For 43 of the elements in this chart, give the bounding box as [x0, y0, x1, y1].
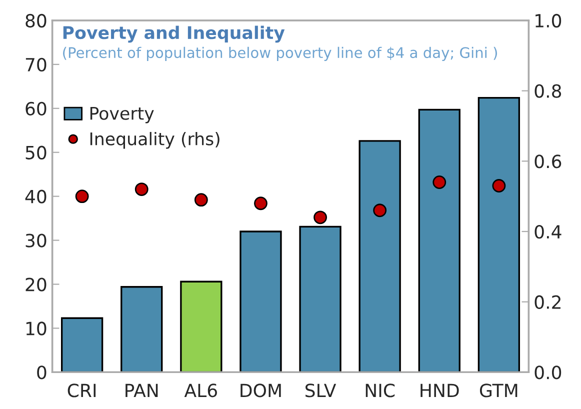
- y2-tick-label: 0.0: [534, 366, 562, 380]
- x-tick-label: SLV: [306, 384, 336, 398]
- bar: [240, 230, 282, 372]
- text: (Percent of population below poverty line of $4 a day; Gini ): [63, 46, 497, 61]
- y-tick-label: 50: [26, 146, 46, 160]
- y-tick-label: 10: [26, 322, 46, 336]
- y-tick-label: 0: [37, 366, 46, 380]
- legend-label: Inequality (rhs): [90, 132, 220, 149]
- point: [254, 196, 268, 210]
- y2-tick-label: 0.6: [534, 154, 562, 168]
- x-tick-label: CRI: [68, 384, 96, 398]
- y2-tick-label: 0.4: [534, 224, 562, 239]
- y-tick-label: 40: [25, 190, 46, 204]
- bar: [120, 286, 163, 372]
- y-tick-label: 20: [26, 278, 46, 292]
- y-tick-label: 30: [26, 234, 46, 248]
- bar: [299, 226, 342, 372]
- y-tick-label: 60: [26, 102, 46, 116]
- point: [432, 176, 446, 189]
- point: [134, 182, 148, 196]
- point: [314, 210, 327, 224]
- x-tick-label: PAN: [126, 384, 158, 398]
- bar: [60, 317, 104, 372]
- bar: [478, 97, 520, 372]
- bar: [358, 140, 401, 372]
- chart-title: Poverty and Inequality: [63, 26, 285, 43]
- bar: [418, 108, 460, 372]
- x-tick-label: AL6: [184, 384, 217, 398]
- x-tick-label: DOM: [240, 384, 281, 398]
- x-tick-label: GTM: [480, 384, 518, 398]
- point: [75, 190, 89, 204]
- y2-tick-label: 0.8: [534, 84, 562, 98]
- y-tick-label: 70: [26, 58, 46, 72]
- legend-label: Poverty: [90, 107, 154, 124]
- y-tick-label: 80: [26, 14, 46, 28]
- y2-tick-label: 0.2: [534, 295, 560, 309]
- point: [373, 204, 387, 218]
- bar: [180, 280, 222, 372]
- point: [492, 179, 506, 192]
- x-tick-label: NIC: [366, 384, 395, 398]
- y2-tick-label: 1.0: [536, 14, 562, 28]
- point: [194, 193, 208, 207]
- x-tick-label: HND: [420, 384, 459, 398]
